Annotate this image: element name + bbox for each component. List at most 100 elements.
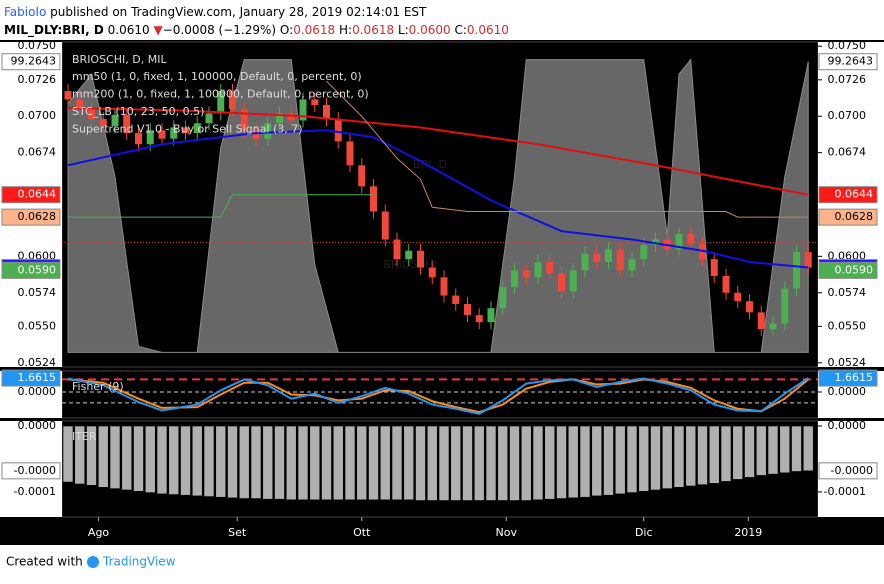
y-tick-label: 0.0524 [828, 356, 867, 369]
change-arrow: ▼ [153, 23, 163, 37]
histogram-bar [203, 425, 215, 497]
candle-body [710, 259, 718, 276]
candle-body [675, 233, 683, 250]
overlay-line [67, 129, 809, 269]
overlay-line [326, 80, 809, 218]
indicator-line [67, 378, 809, 414]
y-tick-label: 0.0726 [18, 73, 57, 86]
histogram-bar [732, 425, 744, 480]
price-badge-label: 1.6615 [835, 371, 874, 384]
histogram-bar [356, 425, 368, 501]
y-tick-label: 0.0750 [828, 39, 867, 52]
candle-body [76, 99, 84, 110]
candle-body [264, 123, 272, 139]
candle-body [522, 270, 530, 278]
histogram-bar [144, 425, 156, 493]
overlay-line [67, 106, 809, 196]
y-tick-label: 0.0000 [18, 419, 57, 432]
histogram-bar [168, 425, 180, 495]
histogram-bar [661, 425, 673, 489]
histogram-bar [767, 425, 779, 475]
candle-body [393, 239, 401, 260]
candle-body [123, 114, 131, 134]
candle-body [452, 295, 460, 304]
histogram-bar [309, 425, 321, 501]
legend-entry: mm200 (1, 0, fixed, 1, 100000, Default, … [72, 88, 369, 101]
candle-body [111, 114, 119, 127]
histogram-bar [415, 425, 426, 501]
y-tick-label: -0.0001 [824, 485, 866, 498]
candle-body [205, 113, 213, 124]
ohlc-label: L: [398, 23, 409, 37]
histogram-bar [791, 425, 802, 472]
last-price: 0.0610 [108, 23, 150, 37]
histogram-bar [285, 425, 297, 501]
candle-body [311, 99, 319, 106]
candle-body [769, 323, 777, 330]
histogram-bar [379, 425, 391, 501]
price-badge-label: 99.2643 [11, 55, 57, 68]
brand-icon [87, 556, 99, 568]
candle-body [616, 249, 624, 271]
histogram-bar [638, 425, 650, 492]
candle-body [722, 275, 730, 293]
footer-brand[interactable]: TradingView [102, 555, 176, 569]
ohlc-value: 0.0618 [352, 23, 394, 37]
histogram-bar [497, 425, 509, 501]
candle-body [581, 253, 589, 271]
histogram-bar [591, 425, 603, 497]
candle-body [804, 252, 812, 268]
candle-body [757, 312, 765, 330]
histogram-bar [250, 425, 262, 499]
x-tick-label: 2019 [734, 526, 762, 539]
histogram-bar [97, 425, 109, 488]
x-tick-label: Dic [635, 526, 653, 539]
y-tick-label: 0.0700 [18, 109, 57, 122]
candle-body [781, 288, 789, 324]
candle-body [499, 287, 507, 309]
price-badge [1, 186, 61, 204]
y-tick-label: 0.0726 [828, 73, 867, 86]
histogram-bar [274, 425, 285, 500]
indicator-line [67, 377, 809, 415]
candle-body [640, 245, 648, 260]
price-badge-label: 0.0590 [835, 263, 874, 276]
histogram-bar [614, 425, 626, 495]
publisher[interactable]: FabioIo [4, 5, 46, 19]
histogram-bar [438, 425, 450, 501]
candle-body [687, 233, 695, 244]
histogram-bar [744, 425, 755, 478]
ohlc-label: H: [339, 23, 352, 37]
plot-layer: BRI, DBRIOSCHI0.07500.07500.07260.07260.… [0, 39, 884, 539]
candle-body [287, 113, 295, 121]
candle-body [158, 130, 166, 139]
histogram-bar [755, 425, 767, 476]
candle-body [487, 308, 495, 323]
price-badge [818, 186, 878, 204]
candle-body [64, 91, 72, 100]
candle-body [569, 270, 577, 292]
price-badge [818, 462, 878, 480]
histogram-bar [462, 425, 473, 501]
price-badge-label: 0.0628 [835, 210, 874, 223]
candle-body [252, 130, 260, 139]
legend-entry: Supertrend V1.0 - Buy or Sell Signal (3,… [72, 123, 303, 136]
price-badge [1, 261, 61, 279]
overlay-line [68, 194, 374, 218]
candle-body [734, 292, 742, 302]
candle-body [381, 211, 389, 240]
histogram-bar [191, 425, 203, 497]
histogram-bar [180, 425, 191, 496]
candle-body [346, 141, 354, 166]
candle-body [593, 253, 601, 262]
published: published on TradingView.com, January 28… [50, 5, 427, 19]
price-badge-label: -0.0000 [14, 464, 56, 477]
pane-title: ITER [72, 430, 97, 443]
candle-body [475, 315, 483, 323]
candle-body [229, 91, 236, 110]
ohlc-value: 0.0610 [467, 23, 509, 37]
price-badge [818, 369, 878, 387]
histogram-bar [485, 425, 497, 501]
